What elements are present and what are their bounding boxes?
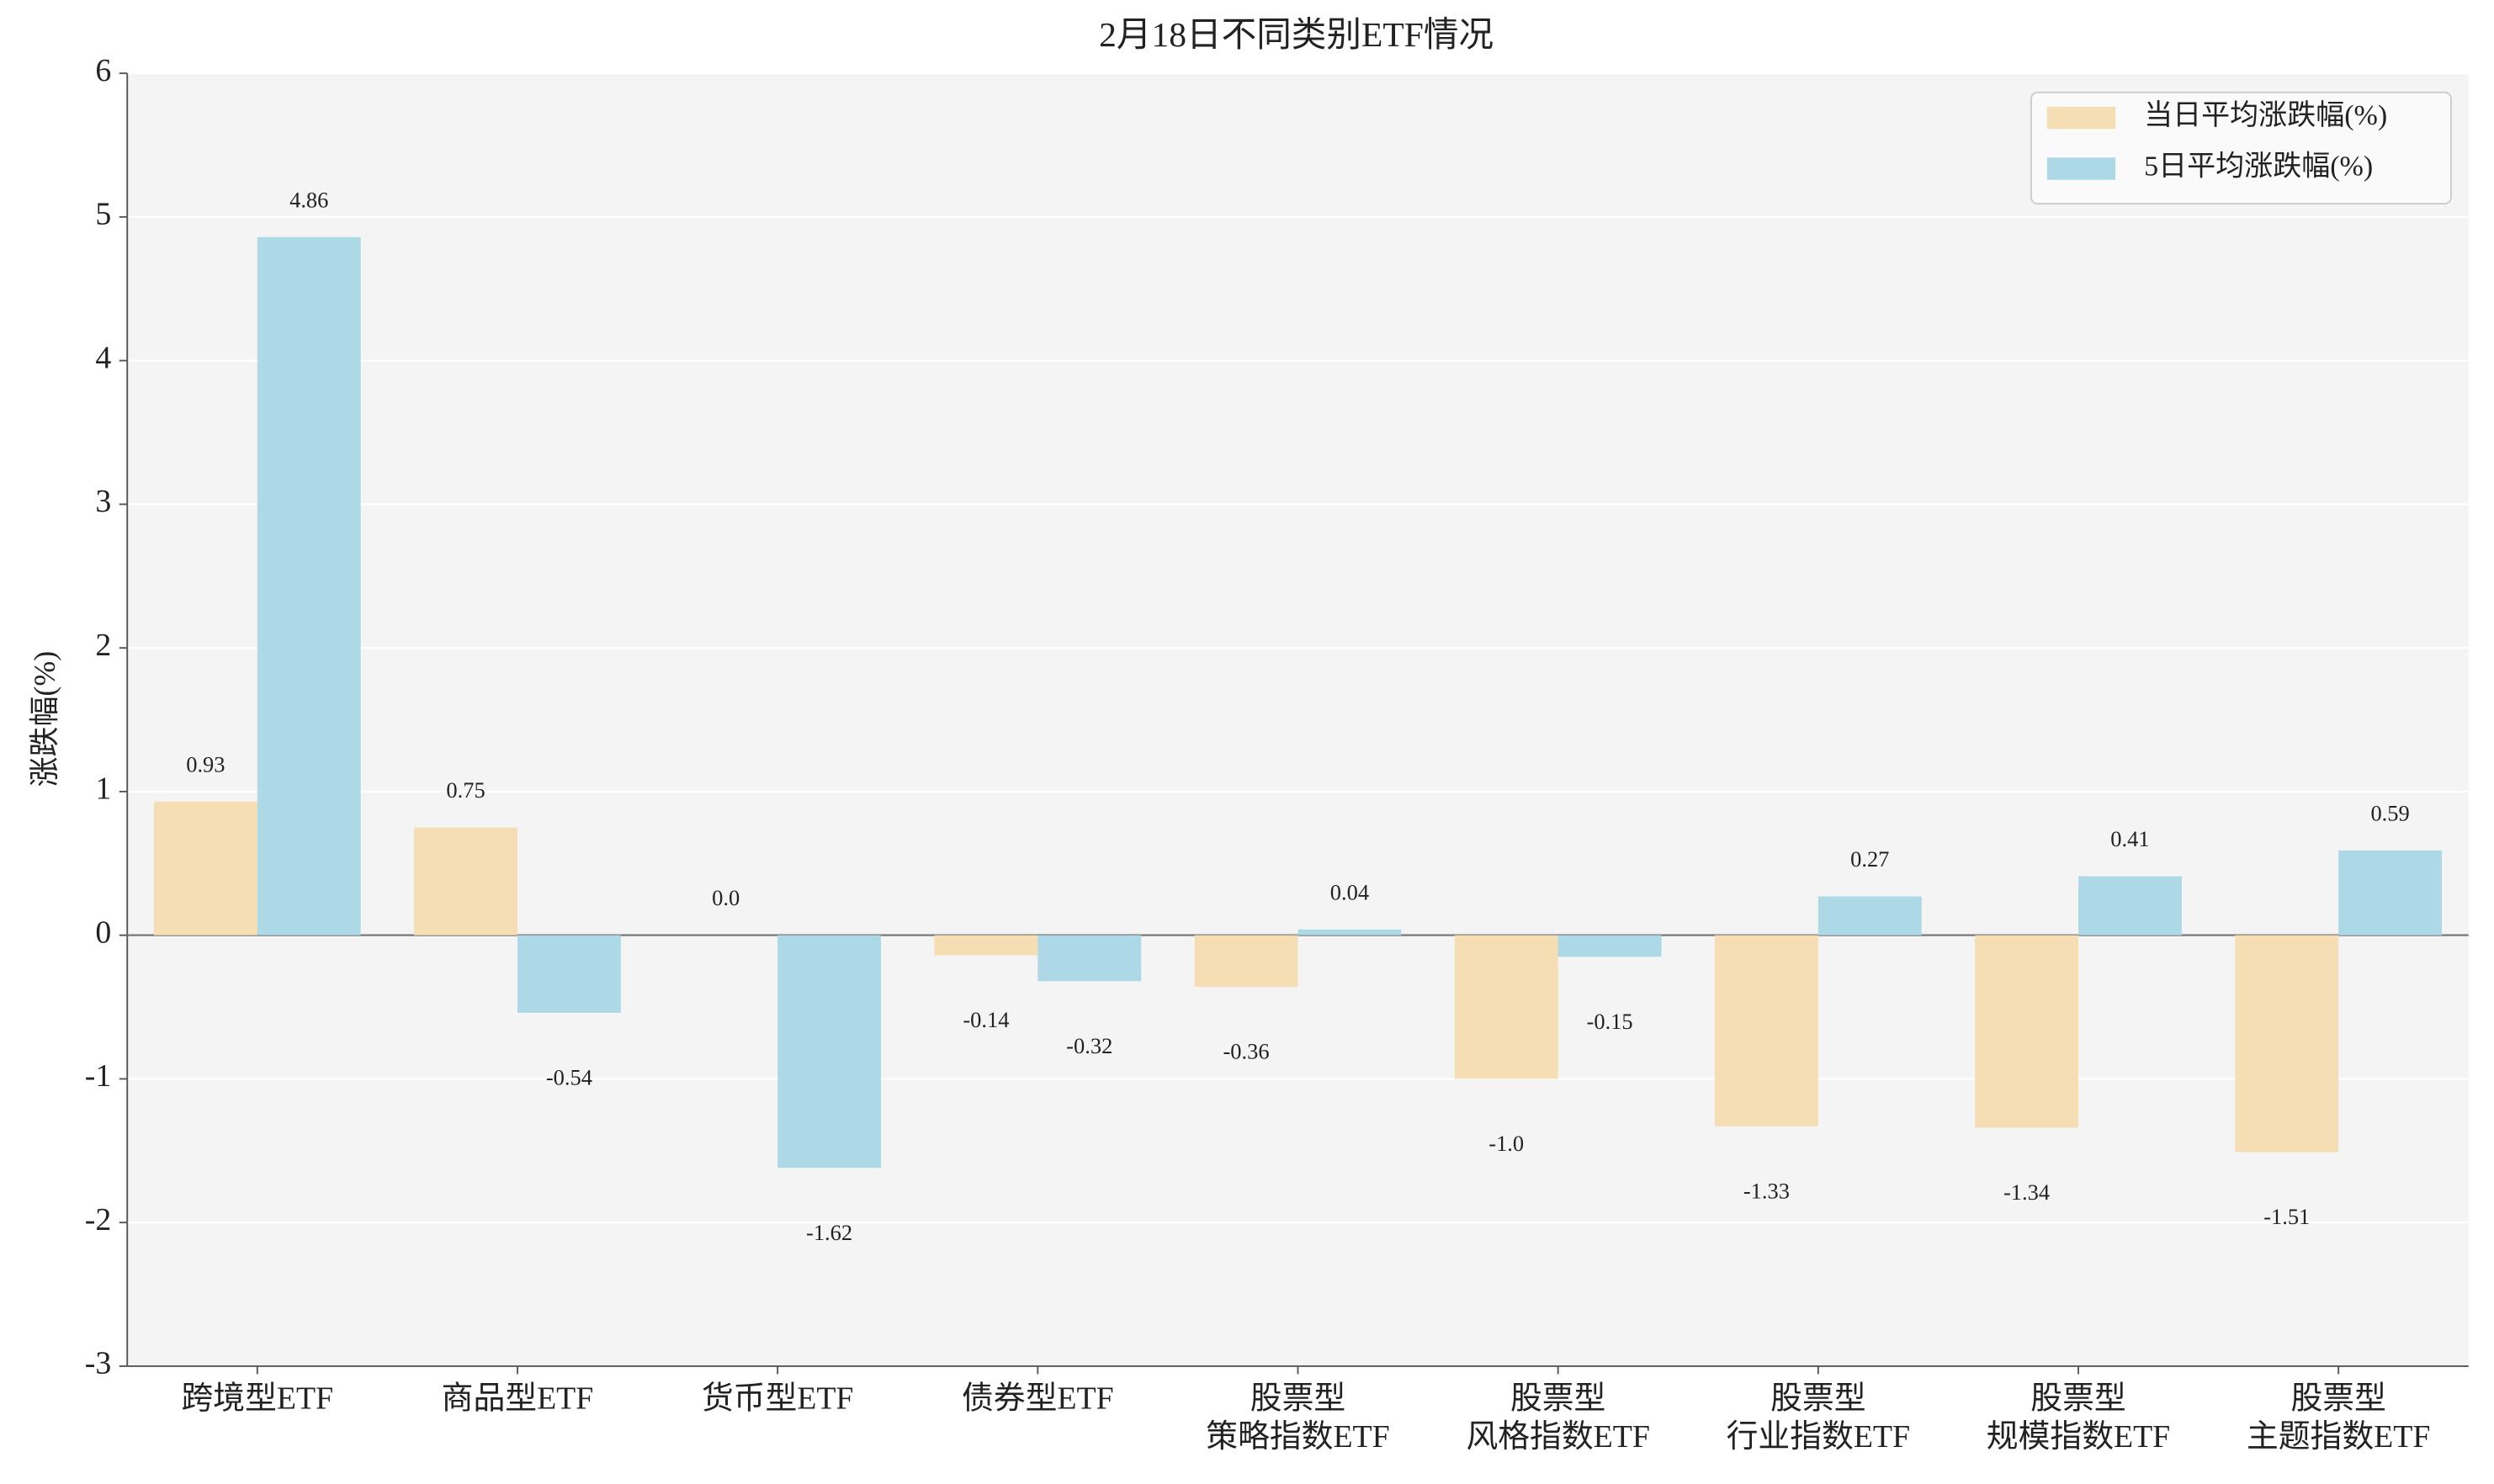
x-tick-label: 商品型ETF <box>442 1381 594 1416</box>
x-tick-label: 货币型ETF <box>702 1381 854 1416</box>
legend-label: 5日平均涨跌幅(%) <box>2144 150 2373 182</box>
value-label: -0.32 <box>1066 1033 1112 1058</box>
y-tick-label: 1 <box>95 771 111 807</box>
bar <box>1454 935 1558 1079</box>
value-label: 0.04 <box>1330 879 1369 904</box>
x-tick-label: 跨境型ETF <box>182 1381 334 1416</box>
plot-area <box>127 73 2469 1366</box>
bar <box>1975 935 2078 1128</box>
bar <box>1194 935 1298 988</box>
y-tick-label: -2 <box>85 1202 112 1238</box>
x-tick-label: 股票型风格指数ETF <box>1466 1381 1649 1454</box>
y-tick-label: -1 <box>85 1058 112 1094</box>
value-label: -0.15 <box>1587 1009 1633 1034</box>
bar <box>2235 935 2339 1153</box>
bar <box>1297 929 1402 935</box>
value-label: -1.62 <box>806 1220 852 1245</box>
bar <box>777 935 882 1169</box>
value-label: -1.51 <box>2263 1204 2310 1229</box>
bar <box>934 935 1038 956</box>
legend-swatch <box>2046 106 2116 130</box>
bar <box>414 827 517 935</box>
bar <box>2338 850 2443 935</box>
y-tick-label: 4 <box>95 340 111 375</box>
value-label: 0.27 <box>1850 846 1889 872</box>
y-axis-label: 涨跌幅(%) <box>28 651 61 787</box>
bar <box>257 236 361 935</box>
value-label: -1.0 <box>1488 1131 1524 1156</box>
bar <box>2078 876 2182 935</box>
legend: 当日平均涨跌幅(%) 5日平均涨跌幅(%) <box>2030 91 2452 205</box>
value-label: 0.93 <box>186 751 225 776</box>
y-tick-label: 6 <box>95 53 111 88</box>
value-label: 0.75 <box>446 777 485 803</box>
y-tick-label: 3 <box>95 484 111 519</box>
bar <box>153 801 257 935</box>
value-label: 0.41 <box>2110 826 2149 851</box>
legend-label: 当日平均涨跌幅(%) <box>2144 99 2387 131</box>
bar <box>517 935 621 1013</box>
bar <box>1037 935 1142 982</box>
y-tick-label: 5 <box>95 197 111 232</box>
x-tick-label: 股票型主题指数ETF <box>2247 1381 2430 1454</box>
value-label: -0.54 <box>546 1064 592 1089</box>
value-label: 0.59 <box>2370 800 2409 825</box>
chart-title: 2月18日不同类别ETF情况 <box>1099 15 1494 54</box>
value-label: -1.33 <box>1743 1178 1790 1203</box>
legend-box <box>2030 91 2452 205</box>
value-label: -0.14 <box>963 1007 1009 1032</box>
value-label: 0.0 <box>712 885 740 910</box>
legend-swatch <box>2046 157 2116 180</box>
bar <box>1714 935 1818 1126</box>
y-tick-label: 2 <box>95 628 111 663</box>
bar <box>1557 935 1662 957</box>
x-tick-label: 债券型ETF <box>962 1381 1114 1416</box>
x-tick-label: 股票型行业指数ETF <box>1727 1381 1910 1454</box>
y-tick-label: 0 <box>95 914 111 950</box>
y-tick-label: -3 <box>85 1346 112 1381</box>
bar <box>1817 896 1922 935</box>
x-tick-label: 股票型规模指数ETF <box>1987 1381 2170 1454</box>
value-label: -1.34 <box>2003 1179 2050 1205</box>
value-label: -0.36 <box>1223 1039 1270 1064</box>
value-label: 4.86 <box>289 187 328 212</box>
x-tick-label: 股票型策略指数ETF <box>1206 1381 1389 1454</box>
